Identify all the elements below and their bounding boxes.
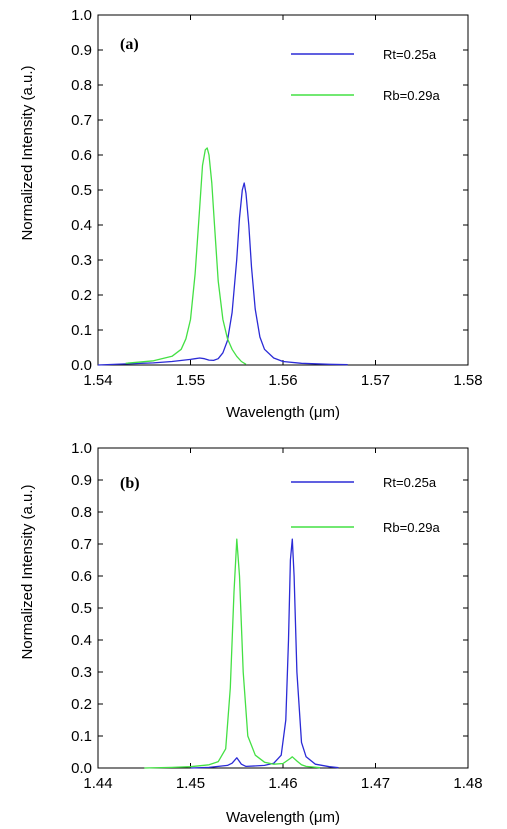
y-tick-label: 0.4 — [71, 217, 92, 234]
panel-label: (a) — [120, 36, 139, 53]
panel-label: (b) — [120, 475, 140, 492]
panel-b: Normalized Intensity (a.u.) Wavelength (… — [19, 440, 483, 826]
y-tick-label: 0.2 — [71, 287, 92, 304]
y-tick-label: 0.6 — [71, 568, 92, 585]
series-line-rt — [190, 538, 339, 769]
y-tick-label: 0.2 — [71, 696, 92, 713]
x-tick-label: 1.45 — [176, 775, 205, 792]
x-tick-label: 1.57 — [361, 372, 390, 389]
y-tick-label: 1.0 — [71, 7, 92, 24]
x-tick-label: 1.58 — [453, 372, 482, 389]
y-axis-title: Normalized Intensity (a.u.) — [19, 65, 36, 240]
x-tick-label: 1.55 — [176, 372, 205, 389]
y-tick-label: 0.9 — [71, 472, 92, 489]
series-line-rb — [144, 538, 321, 769]
y-tick-label: 0.3 — [71, 664, 92, 681]
y-tick-label: 0.5 — [71, 182, 92, 199]
y-tick-label: 1.0 — [71, 440, 92, 457]
y-tick-label: 0.8 — [71, 77, 92, 94]
y-tick-label: 0.8 — [71, 504, 92, 521]
legend-label-rt: Rt=0.25a — [383, 47, 437, 62]
x-tick-label: 1.56 — [268, 372, 297, 389]
y-tick-label: 0.1 — [71, 728, 92, 745]
series-line-rb — [125, 147, 247, 365]
y-tick-label: 0.0 — [71, 357, 92, 374]
x-tick-label: 1.47 — [361, 775, 390, 792]
x-axis-title: Wavelength (μm) — [226, 809, 340, 826]
legend: Rt=0.25a Rb=0.29a — [291, 47, 441, 103]
x-tick-label: 1.48 — [453, 775, 482, 792]
y-axis-title: Normalized Intensity (a.u.) — [19, 484, 36, 659]
x-axis-title: Wavelength (μm) — [226, 404, 340, 421]
y-tick-label: 0.1 — [71, 322, 92, 339]
panel-a: Normalized Intensity (a.u.) Wavelength (… — [19, 7, 483, 421]
y-tick-label: 0.5 — [71, 600, 92, 617]
legend-label-rb: Rb=0.29a — [383, 520, 441, 535]
series-line-rt — [97, 182, 348, 366]
y-tick-label: 0.4 — [71, 632, 92, 649]
x-tick-label: 1.44 — [83, 775, 112, 792]
x-tick-label: 1.54 — [83, 372, 112, 389]
x-tick-label: 1.46 — [268, 775, 297, 792]
y-tick-label: 0.9 — [71, 42, 92, 59]
legend: Rt=0.25a Rb=0.29a — [291, 475, 441, 535]
y-tick-label: 0.0 — [71, 760, 92, 777]
y-tick-label: 0.3 — [71, 252, 92, 269]
y-tick-label: 0.7 — [71, 536, 92, 553]
legend-label-rb: Rb=0.29a — [383, 88, 441, 103]
y-tick-label: 0.7 — [71, 112, 92, 129]
legend-label-rt: Rt=0.25a — [383, 475, 437, 490]
y-tick-label: 0.6 — [71, 147, 92, 164]
